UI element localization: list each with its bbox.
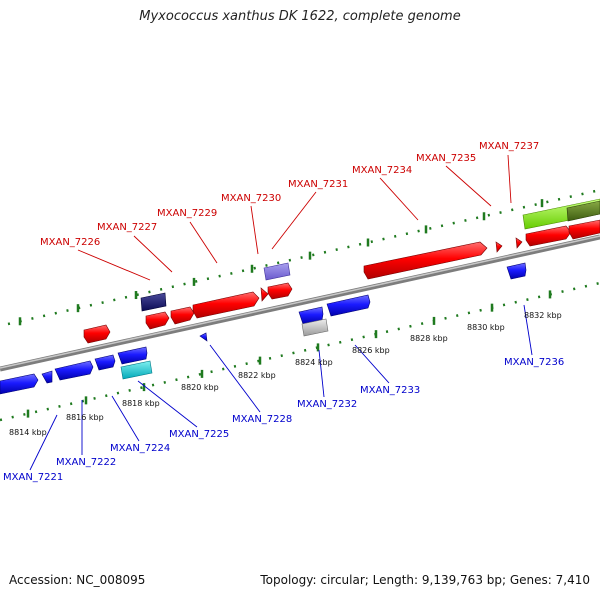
gene-arrow-mxan-7225	[117, 346, 148, 365]
gene-label-mxan-7231: MXAN_7231	[288, 179, 348, 190]
reverse-strand-genes	[0, 262, 527, 395]
gene-label-mxan-7226: MXAN_7226	[40, 237, 100, 248]
gene-arrow-mxan-7221	[0, 373, 39, 395]
scale-label: 8830 kbp	[467, 323, 505, 332]
gene-label-mxan-7228: MXAN_7228	[232, 414, 292, 425]
gene-arrow-mxan-7224a	[54, 360, 94, 381]
callout-line-mxan-7227	[133, 235, 173, 273]
gene-label-mxan-7230: MXAN_7230	[221, 193, 281, 204]
scale-label: 8818 kbp	[122, 399, 160, 408]
scale-label: 8828 kbp	[410, 334, 448, 343]
callout-line-mxan-7234	[379, 177, 419, 221]
gene-block-lavender	[263, 262, 291, 281]
callout-line-mxan-7228	[209, 344, 261, 413]
scale-labels: 8814 kbp 8816 kbp 8818 kbp 8820 kbp 8822 kbp…	[9, 311, 562, 437]
gene-label-mxan-7237: MXAN_7237	[479, 141, 539, 152]
gene-arrow-mxan-7236	[506, 262, 527, 280]
gene-arrow-mxan-7237b	[525, 225, 572, 247]
gene-arrow-mxan-7229	[170, 306, 195, 325]
accession-text: Accession: NC_008095	[9, 573, 146, 587]
forward-strand-genes	[83, 198, 600, 344]
gene-arrow-mxan-7227	[145, 311, 170, 330]
scale-label: 8832 kbp	[524, 311, 562, 320]
gene-arrow-mxan-7232	[298, 306, 324, 325]
callout-line-mxan-7225	[137, 380, 198, 428]
genome-backbone	[0, 234, 600, 372]
callout-line-mxan-7230	[250, 205, 259, 255]
gene-arrow-mxan-7237a	[515, 237, 523, 249]
gene-block-cyan	[120, 360, 153, 380]
gene-arrow-mxan-7224b	[94, 354, 116, 371]
gene-label-mxan-7225: MXAN_7225	[169, 429, 229, 440]
reverse-gene-labels: MXAN_7221MXAN_7222MXAN_7224MXAN_7225MXAN…	[3, 357, 564, 483]
gene-arrow-edge	[568, 219, 600, 240]
gene-arrow-mxan-7234	[363, 241, 488, 280]
gene-label-mxan-7232: MXAN_7232	[297, 399, 357, 410]
major-ticks	[18, 199, 552, 418]
callout-line-mxan-7232	[318, 349, 325, 398]
gene-label-mxan-7234: MXAN_7234	[352, 165, 412, 176]
gene-arrow-mxan-7230a	[192, 291, 260, 319]
gene-arrow-mxan-7233	[326, 294, 371, 317]
gene-label-mxan-7236: MXAN_7236	[504, 357, 564, 368]
gene-arrow-mxan-7230b	[260, 287, 269, 302]
callout-line-mxan-7221	[29, 414, 58, 471]
gene-arrow-mxan-7226	[83, 324, 111, 344]
gene-block-olive	[566, 200, 600, 222]
scale-label: 8822 kbp	[238, 371, 276, 380]
gene-block-gray	[301, 318, 329, 337]
gene-arrow-mxan-7235	[495, 241, 503, 253]
callout-line-mxan-7236	[523, 304, 533, 356]
scale-label: 8816 kbp	[66, 413, 104, 422]
gene-block-navy	[140, 292, 167, 312]
gene-label-mxan-7224: MXAN_7224	[110, 443, 170, 454]
callout-line-mxan-7233	[354, 344, 390, 384]
callout-line-mxan-7237	[507, 154, 512, 204]
scale-label: 8814 kbp	[9, 428, 47, 437]
gene-label-mxan-7222: MXAN_7222	[56, 457, 116, 468]
callout-line-mxan-7224	[111, 395, 140, 442]
scale-label: 8824 kbp	[295, 358, 333, 367]
gene-label-mxan-7233: MXAN_7233	[360, 385, 420, 396]
gene-callout-lines	[29, 154, 533, 471]
gene-label-mxan-7235: MXAN_7235	[416, 153, 476, 164]
gene-label-mxan-7221: MXAN_7221	[3, 472, 63, 483]
callout-line-mxan-7226	[77, 249, 151, 281]
callout-line-mxan-7231	[271, 191, 317, 250]
callout-line-mxan-7235	[445, 165, 492, 207]
map-title: Myxococcus xanthus DK 1622, complete gen…	[139, 9, 461, 24]
gene-label-mxan-7227: MXAN_7227	[97, 222, 157, 233]
gene-arrow-mxan-7231	[267, 282, 293, 300]
gene-label-mxan-7229: MXAN_7229	[157, 208, 217, 219]
callout-line-mxan-7229	[189, 221, 218, 264]
scale-label: 8826 kbp	[352, 346, 390, 355]
forward-tick-row	[7, 188, 600, 326]
genome-summary-text: Topology: circular; Length: 9,139,763 bp…	[260, 573, 590, 587]
gene-arrow-mxan-7222	[41, 370, 53, 384]
gene-arrow-mxan-7228	[199, 332, 208, 342]
scale-label: 8820 kbp	[181, 383, 219, 392]
